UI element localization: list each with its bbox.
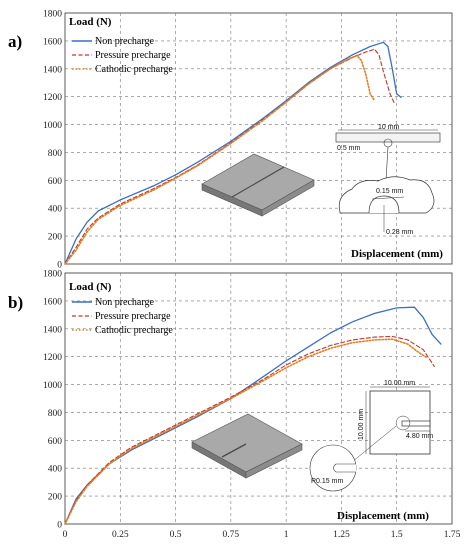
y-tick-label: 600	[48, 437, 63, 447]
panel-a-label: a)	[8, 32, 22, 51]
inset-b-notch-length-label: 4.80 mm	[406, 433, 433, 440]
panel-b-specimen-plate	[191, 413, 303, 479]
y-tick-label: 0	[57, 261, 62, 271]
y-tick-label: 1200	[43, 353, 62, 363]
panel-a-curves	[64, 41, 402, 265]
panel-a-y-ticks: 0 200 400 600 800 1000 1200 1400 1600 1800	[43, 10, 62, 271]
y-tick-label: 400	[48, 205, 63, 215]
y-tick-label: 1400	[43, 325, 62, 335]
panel-b-x-axis-title: Displacement (mm)	[337, 510, 429, 522]
y-tick-label: 1400	[43, 65, 62, 75]
series-line-non-precharge	[64, 41, 402, 265]
panel-b-specimen-inset: 10.00 mm 10.00 mm 4.80 mm R0.15 mm	[309, 380, 433, 492]
panel-a-notch-inset: 10 mm 0.5 mm 0.15 mm 0.28 mm	[335, 124, 441, 236]
legend-b-pressure-precharge: Pressure precharge	[95, 311, 171, 322]
x-tick-label: 1.25	[333, 530, 350, 540]
legend-b-non-precharge: Non precharge	[95, 297, 155, 308]
x-tick-label: 0	[63, 530, 68, 540]
panel-a-specimen-plate	[201, 153, 315, 217]
y-tick-label: 600	[48, 177, 63, 187]
y-tick-label: 200	[48, 233, 63, 243]
y-tick-label: 200	[48, 493, 63, 503]
inset-a-depth-label: 0.5 mm	[337, 145, 361, 152]
y-tick-label: 400	[48, 465, 63, 475]
x-tick-label: 0.5	[170, 530, 182, 540]
inset-a-length-label: 10 mm	[378, 124, 400, 131]
panel-a: 0 200 400 600 800 1000 1200 1400 1600 1800 a) Loa…	[8, 10, 453, 271]
panel-a-legend: Non precharge Pressure precharge Cathodi…	[72, 36, 173, 75]
panel-a-y-axis-title: Load (N)	[69, 16, 112, 28]
y-tick-label: 800	[48, 149, 63, 159]
x-tick-label: 1	[284, 530, 289, 540]
panel-b-x-ticks: 0 0.25 0.5 0.75 1 1.25 1.5 1.75	[63, 530, 461, 540]
legend-a-non-precharge: Non precharge	[95, 36, 155, 47]
panel-b-legend: Non precharge Pressure precharge Cathodi…	[72, 297, 173, 336]
y-tick-label: 1000	[43, 381, 62, 391]
panel-b-y-ticks: 0 200 400 600 800 1000 1200 1400 1600 1800	[43, 270, 62, 531]
legend-a-cathodic-precharge: Cathodic precharge	[95, 64, 173, 75]
legend-b-cathodic-precharge: Cathodic precharge	[95, 325, 173, 336]
panel-b-y-axis-title: Load (N)	[69, 281, 112, 293]
y-tick-label: 0	[57, 521, 62, 531]
panel-b-curves	[64, 306, 442, 525]
y-tick-label: 1800	[43, 10, 62, 20]
y-tick-label: 1600	[43, 37, 62, 47]
inset-a-radius-label: 0.15 mm	[376, 188, 403, 195]
x-tick-label: 1.5	[391, 530, 403, 540]
series-line-cathodic-precharge	[64, 54, 376, 265]
inset-b-height-label: 10.00 mm	[358, 409, 365, 440]
inset-b-radius-label: R0.15 mm	[311, 478, 343, 485]
y-tick-label: 1600	[43, 297, 62, 307]
x-tick-label: 0.25	[112, 530, 129, 540]
plot-frame	[64, 12, 453, 265]
x-tick-label: 1.75	[444, 530, 461, 540]
panel-a-x-axis-title: Displacement (mm)	[351, 248, 443, 260]
x-tick-label: 0.75	[223, 530, 240, 540]
series-line-pressure-precharge	[64, 48, 396, 265]
y-tick-label: 1800	[43, 270, 62, 280]
plot-frame	[64, 272, 453, 525]
panel-b-label: b)	[8, 293, 23, 312]
legend-a-pressure-precharge: Pressure precharge	[95, 50, 171, 61]
y-tick-label: 1000	[43, 121, 62, 131]
y-tick-label: 1200	[43, 93, 62, 103]
y-tick-label: 800	[48, 409, 63, 419]
inset-b-width-label: 10.00 mm	[384, 380, 415, 387]
series-line-pressure-precharge	[64, 335, 435, 525]
inset-a-width-label: 0.28 mm	[386, 229, 413, 236]
series-line-cathodic-precharge	[64, 338, 429, 525]
